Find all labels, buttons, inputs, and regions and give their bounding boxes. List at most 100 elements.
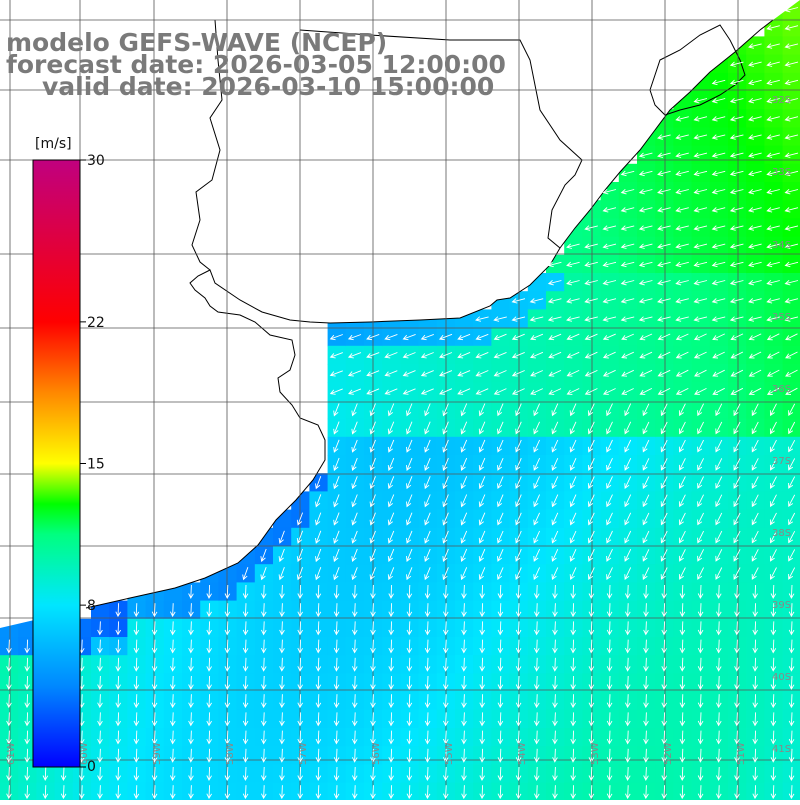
wind-arrow (693, 225, 708, 231)
wind-arrow (734, 603, 740, 618)
wind-arrow (730, 351, 744, 359)
wind-arrow (748, 97, 762, 104)
wind-arrow (388, 675, 394, 690)
wind-arrow (606, 439, 613, 453)
wind-arrow (784, 243, 799, 249)
wind-arrow (24, 694, 30, 709)
wind-arrow (515, 403, 522, 417)
wind-arrow (678, 476, 686, 489)
wind-arrow (766, 170, 780, 177)
wind-arrow (587, 476, 595, 490)
wind-arrow (442, 639, 449, 654)
wind-arrow (638, 279, 653, 286)
wind-arrow (515, 458, 522, 471)
wind-arrow (406, 530, 413, 544)
colorbar-tick-label: 0 (87, 759, 96, 775)
wind-arrow (620, 279, 635, 286)
wind-arrow (388, 785, 394, 800)
wind-arrow (115, 785, 121, 800)
wind-arrow (570, 785, 576, 800)
wind-arrow (533, 439, 541, 453)
wind-arrow (420, 388, 434, 395)
wind-arrow (133, 766, 140, 781)
wind-arrow (169, 712, 176, 727)
wind-arrow (115, 639, 121, 654)
wind-arrow (497, 476, 504, 490)
wind-arrow (169, 675, 176, 690)
wind-arrow (479, 766, 485, 781)
wind-arrow (642, 403, 650, 417)
wind-arrow (769, 439, 777, 453)
wind-arrow (370, 657, 376, 672)
wind-arrow (133, 712, 140, 727)
wind-arrow (697, 530, 705, 544)
wind-arrow (297, 766, 303, 781)
wind-arrow (533, 421, 541, 435)
wind-arrow (151, 730, 158, 745)
wind-arrow (497, 530, 504, 544)
wind-arrow (693, 152, 708, 158)
wind-arrow (97, 766, 103, 781)
wind-arrow (697, 639, 704, 654)
wind-arrow (566, 298, 580, 304)
wind-arrow (675, 261, 689, 268)
wind-arrow (766, 243, 780, 249)
wind-arrow (715, 603, 722, 618)
wind-arrow (770, 584, 777, 599)
wind-arrow (752, 730, 758, 745)
wind-arrow (115, 748, 121, 763)
longitude-label: 58W (225, 742, 236, 765)
wind-arrow (333, 584, 340, 599)
wind-arrow (115, 675, 121, 690)
wind-arrow (551, 421, 559, 435)
wind-arrow (588, 584, 595, 599)
wind-arrow (734, 621, 740, 636)
wind-arrow (624, 458, 632, 471)
wind-arrow (333, 457, 340, 472)
wind-arrow (679, 639, 686, 654)
wind-arrow (475, 333, 489, 341)
wind-arrow (242, 766, 249, 781)
wind-arrow (697, 675, 704, 690)
wind-arrow (729, 225, 744, 231)
wind-arrow (657, 351, 671, 359)
wind-arrow (279, 730, 285, 745)
wind-arrow (751, 549, 759, 562)
wind-arrow (752, 748, 758, 763)
wind-arrow (406, 785, 413, 800)
wind-arrow (315, 548, 322, 563)
wind-arrow (620, 243, 635, 249)
wind-arrow (569, 512, 577, 526)
wind-arrow (461, 766, 467, 781)
wind-arrow (606, 694, 613, 709)
wind-arrow (784, 61, 799, 67)
wind-arrow (388, 748, 394, 763)
wind-arrow (333, 766, 340, 781)
wind-arrow (643, 712, 649, 727)
wind-arrow (369, 494, 376, 508)
wind-arrow (751, 421, 759, 435)
wind-arrow (388, 584, 394, 599)
wind-arrow (351, 512, 358, 526)
wind-arrow (679, 603, 686, 618)
wind-arrow (169, 657, 176, 672)
wind-arrow (388, 766, 394, 781)
wind-arrow (697, 403, 705, 417)
wind-arrow (711, 243, 726, 249)
wind-arrow (457, 351, 471, 359)
wind-arrow (570, 694, 576, 709)
wind-arrow (260, 730, 267, 745)
wind-arrow (370, 730, 376, 745)
wind-arrow (785, 333, 798, 341)
wind-arrow (315, 675, 322, 690)
wind-arrow (497, 639, 504, 654)
wind-arrow (584, 351, 598, 359)
wind-arrow (770, 730, 777, 745)
wind-arrow (642, 512, 650, 526)
wind-arrow (387, 548, 395, 562)
wind-arrow (748, 387, 762, 395)
wind-arrow (624, 694, 631, 709)
wind-arrow (715, 494, 723, 508)
wind-arrow (533, 458, 541, 471)
wind-arrow (588, 621, 595, 636)
